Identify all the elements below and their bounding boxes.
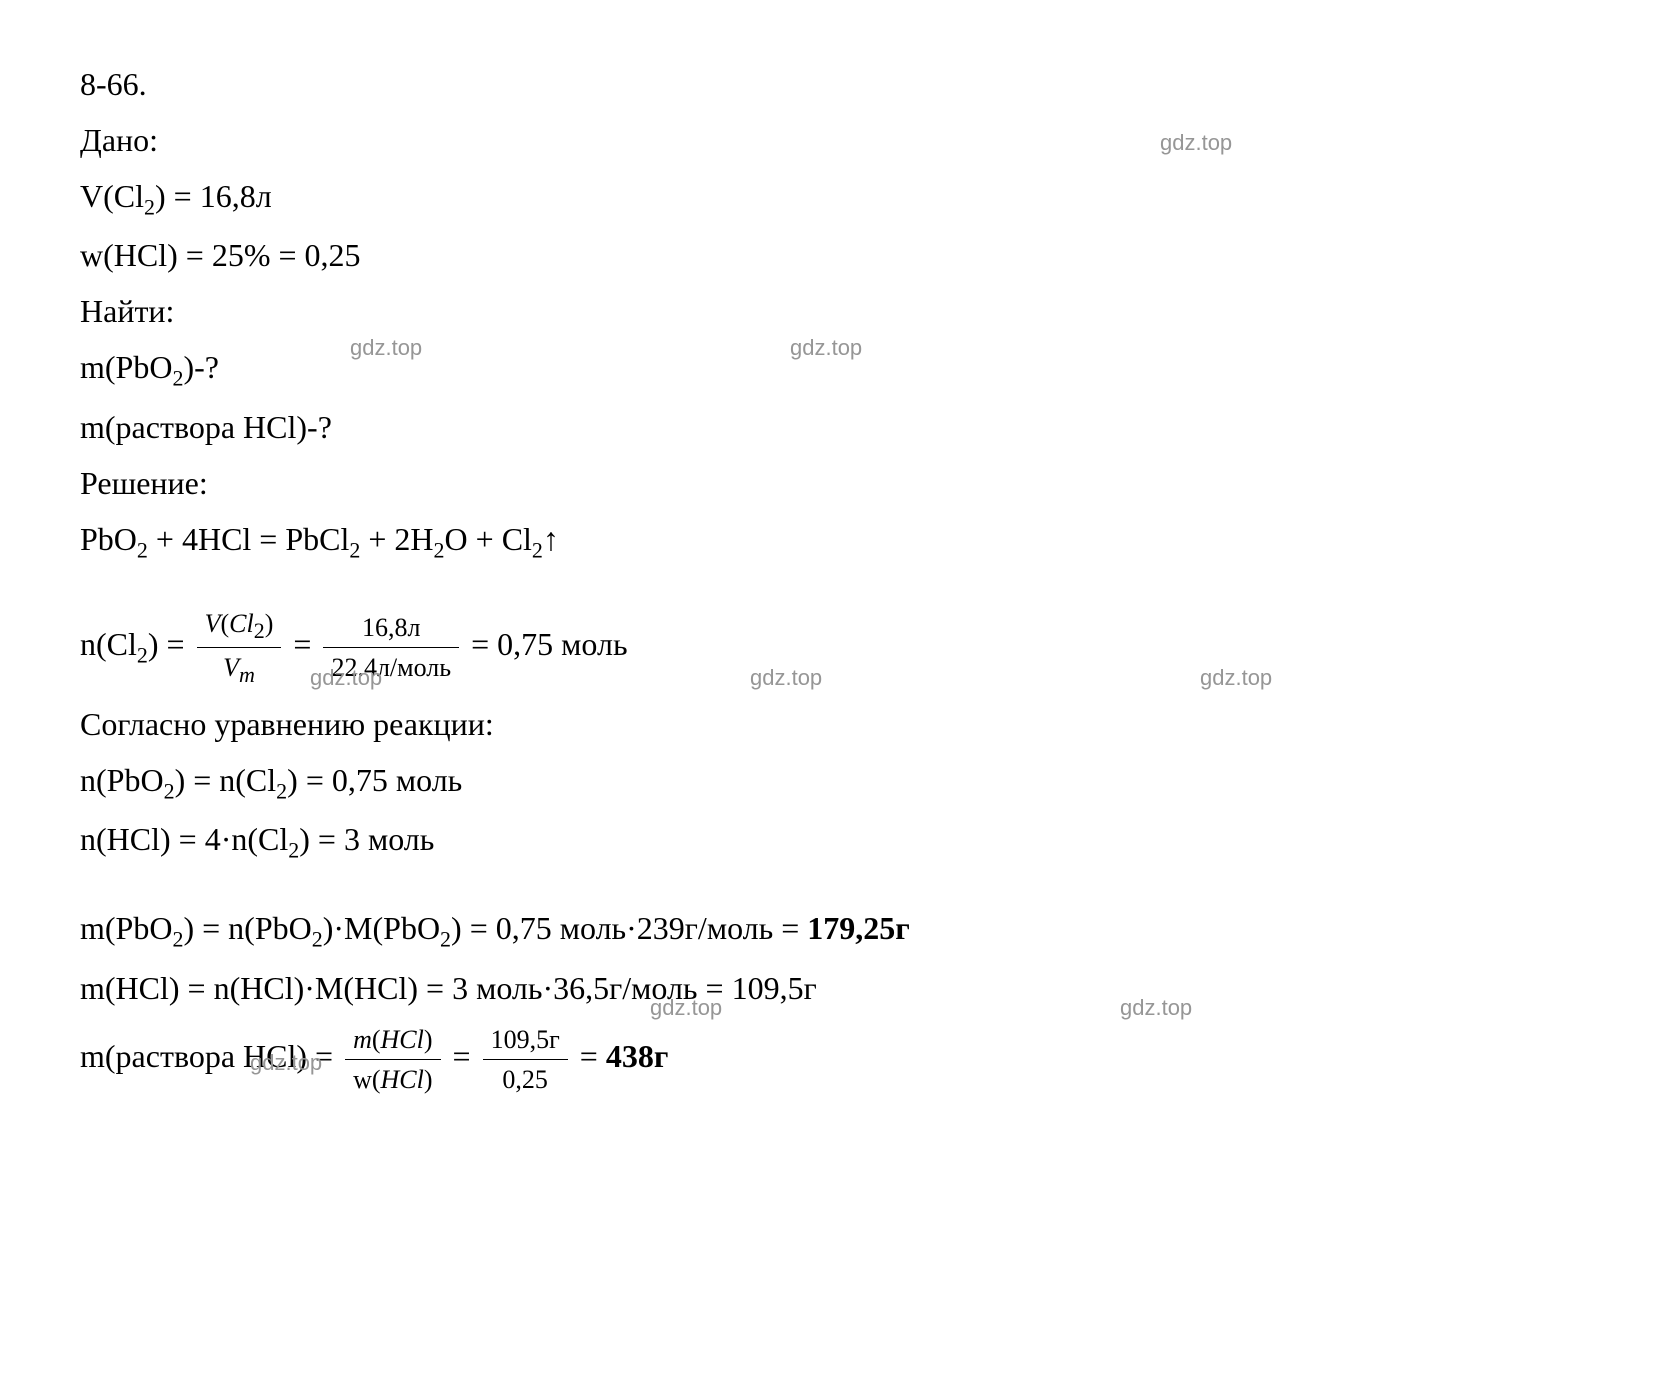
given-label: Дано: — [80, 116, 1590, 164]
given-line-1: V(Cl2) = 16,8л — [80, 172, 1590, 223]
step-2: n(HCl) = 4·n(Cl2) = 3 моль — [80, 815, 1590, 866]
result-3-mid-1: = — [453, 1038, 479, 1074]
calc-1: n(Cl2) = V(Cl2) Vm = 16,8л 22.4л/моль = … — [80, 604, 1590, 691]
watermark: gdz.top — [250, 1050, 322, 1076]
result-3-frac-2-den: 0,25 — [483, 1060, 568, 1099]
problem-number: 8-66. — [80, 60, 1590, 108]
step-label: Согласно уравнению реакции: — [80, 700, 1590, 748]
watermark: gdz.top — [1200, 665, 1272, 691]
result-1: m(PbO2) = n(PbO2)·M(PbO2) = 0,75 моль·23… — [80, 904, 1590, 955]
watermark: gdz.top — [1160, 130, 1232, 156]
result-1-bold: 179,25г — [807, 910, 910, 946]
equation: PbO2 + 4HCl = PbCl2 + 2H2O + Cl2↑ — [80, 515, 1590, 566]
find-label: Найти: — [80, 287, 1590, 335]
result-3-frac-1: m(HCl) w(HCl) — [345, 1020, 440, 1099]
watermark: gdz.top — [790, 335, 862, 361]
result-3-suffix: = — [580, 1038, 606, 1074]
calc-1-prefix: n(Cl2) = — [80, 626, 193, 662]
result-2: m(HCl) = n(HCl)·M(HCl) = 3 моль·36,5г/мо… — [80, 964, 1590, 1012]
solution-label: Решение: — [80, 459, 1590, 507]
result-3-bold: 438г — [606, 1038, 669, 1074]
step-1: n(PbO2) = n(Cl2) = 0,75 моль — [80, 756, 1590, 807]
watermark: gdz.top — [310, 665, 382, 691]
calc-1-frac-1-den: Vm — [197, 648, 282, 691]
find-line-2: m(раствора HCl)-? — [80, 403, 1590, 451]
calc-1-suffix: = 0,75 моль — [471, 626, 627, 662]
calc-1-frac-1: V(Cl2) Vm — [197, 604, 282, 691]
watermark: gdz.top — [750, 665, 822, 691]
calc-1-mid-1: = — [293, 626, 319, 662]
calc-1-frac-1-num: V(Cl2) — [197, 604, 282, 648]
given-line-2: w(HCl) = 25% = 0,25 — [80, 231, 1590, 279]
result-3-frac-2-num: 109,5г — [483, 1020, 568, 1060]
result-3-frac-1-num: m(HCl) — [345, 1020, 440, 1060]
watermark: gdz.top — [650, 995, 722, 1021]
result-3-frac-2: 109,5г 0,25 — [483, 1020, 568, 1099]
result-3-frac-1-den: w(HCl) — [345, 1060, 440, 1099]
watermark: gdz.top — [350, 335, 422, 361]
result-1-text: m(PbO2) = n(PbO2)·M(PbO2) = 0,75 моль·23… — [80, 910, 807, 946]
watermark: gdz.top — [1120, 995, 1192, 1021]
calc-1-frac-2-num: 16,8л — [323, 608, 459, 648]
